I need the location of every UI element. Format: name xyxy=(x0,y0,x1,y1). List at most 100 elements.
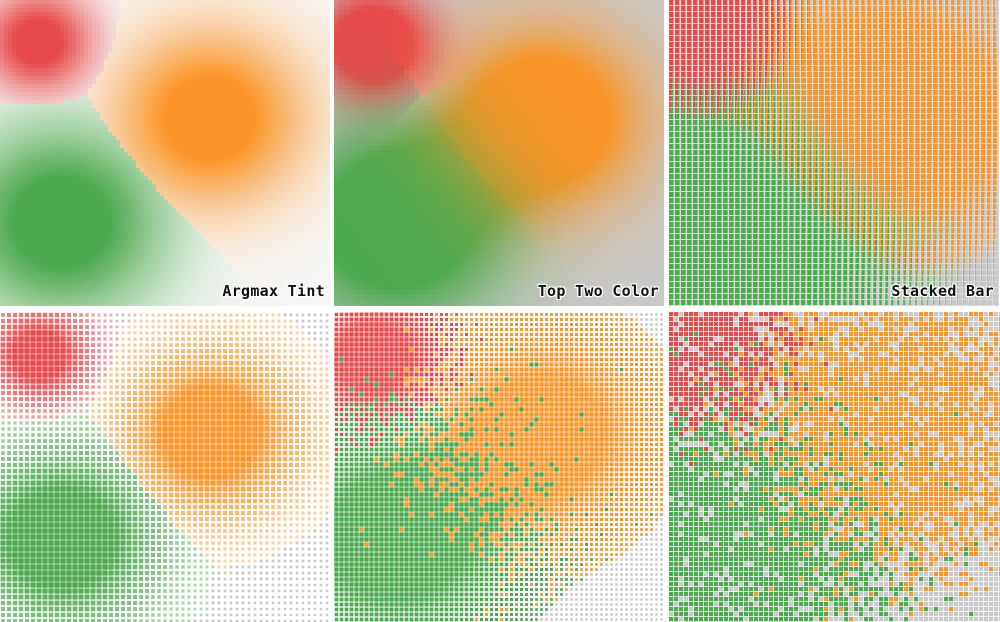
density-cell xyxy=(112,144,116,148)
density-cell xyxy=(256,180,260,184)
density-cell xyxy=(284,124,288,128)
density-cell xyxy=(272,120,276,124)
density-cell xyxy=(64,108,68,112)
density-cell xyxy=(324,216,328,220)
density-cell xyxy=(96,212,100,216)
density-cell xyxy=(288,28,292,32)
density-cell xyxy=(292,172,296,176)
density-cell xyxy=(28,76,32,80)
density-cell xyxy=(148,148,152,152)
density-cell xyxy=(48,28,52,32)
density-cell xyxy=(48,124,52,128)
density-cell xyxy=(280,56,284,60)
density-cell xyxy=(20,64,24,68)
density-cell xyxy=(48,84,52,88)
density-cell xyxy=(224,160,228,164)
density-cell xyxy=(144,100,148,104)
density-cell xyxy=(136,188,140,192)
density-cell xyxy=(52,196,56,200)
density-cell xyxy=(96,176,100,180)
density-cell xyxy=(316,88,320,92)
density-cell xyxy=(268,32,272,36)
density-cell xyxy=(4,128,8,132)
density-cell xyxy=(144,136,148,140)
density-cell xyxy=(140,128,144,132)
density-cell xyxy=(100,28,104,32)
density-cell xyxy=(316,200,320,204)
density-cell xyxy=(132,24,136,28)
density-cell xyxy=(204,188,208,192)
density-cell xyxy=(192,72,196,76)
density-cell xyxy=(180,216,184,220)
density-cell xyxy=(156,176,160,180)
density-cell xyxy=(232,60,236,64)
density-cell xyxy=(144,192,148,196)
density-cell xyxy=(228,72,232,76)
density-cell xyxy=(252,152,256,156)
density-cell xyxy=(304,200,308,204)
density-cell xyxy=(288,36,292,40)
density-cell xyxy=(68,124,72,128)
density-cell xyxy=(152,192,156,196)
density-cell xyxy=(68,176,72,180)
density-cell xyxy=(268,188,272,192)
density-cell xyxy=(8,240,12,244)
density-cell xyxy=(148,116,152,120)
density-cell xyxy=(88,140,92,144)
density-cell xyxy=(212,216,216,220)
density-cell xyxy=(52,12,56,16)
density-cell xyxy=(100,156,104,160)
density-cell xyxy=(196,60,200,64)
density-cell xyxy=(4,232,8,236)
density-cell xyxy=(164,212,168,216)
density-cell xyxy=(232,116,236,120)
density-cell xyxy=(148,20,152,24)
density-cell xyxy=(80,164,84,168)
density-cell xyxy=(44,160,48,164)
density-cell xyxy=(124,76,128,80)
density-cell xyxy=(264,96,268,100)
density-cell xyxy=(288,100,292,104)
density-cell xyxy=(168,60,172,64)
density-cell xyxy=(28,208,32,212)
density-cell xyxy=(224,208,228,212)
density-cell xyxy=(288,12,292,16)
density-cell xyxy=(88,48,92,52)
density-cell xyxy=(92,160,96,164)
density-cell xyxy=(52,16,56,20)
density-cell xyxy=(228,188,232,192)
density-cell xyxy=(184,112,188,116)
density-cell xyxy=(300,108,304,112)
density-cell xyxy=(24,192,28,196)
density-cell xyxy=(180,200,184,204)
density-cell xyxy=(168,188,172,192)
density-cell xyxy=(328,12,330,16)
density-cell xyxy=(40,224,44,228)
density-cell xyxy=(116,144,120,148)
density-cell xyxy=(120,108,124,112)
density-cell xyxy=(244,8,248,12)
density-cell xyxy=(216,176,220,180)
density-cell xyxy=(260,104,264,108)
density-cell xyxy=(44,192,48,196)
density-cell xyxy=(164,176,168,180)
density-cell xyxy=(116,224,120,228)
density-cell xyxy=(168,184,172,188)
density-cell xyxy=(44,116,48,120)
density-cell xyxy=(244,208,248,212)
density-cell xyxy=(124,32,128,36)
density-cell xyxy=(308,68,312,72)
density-cell xyxy=(180,196,184,200)
density-cell xyxy=(80,152,84,156)
density-cell xyxy=(88,144,92,148)
density-cell xyxy=(44,232,48,236)
density-cell xyxy=(44,52,48,56)
density-cell xyxy=(208,128,212,132)
density-cell xyxy=(292,152,296,156)
density-cell xyxy=(324,28,328,32)
density-cell xyxy=(80,32,84,36)
density-cell xyxy=(128,140,132,144)
density-cell xyxy=(176,236,180,240)
density-cell xyxy=(252,200,256,204)
density-cell xyxy=(240,96,244,100)
